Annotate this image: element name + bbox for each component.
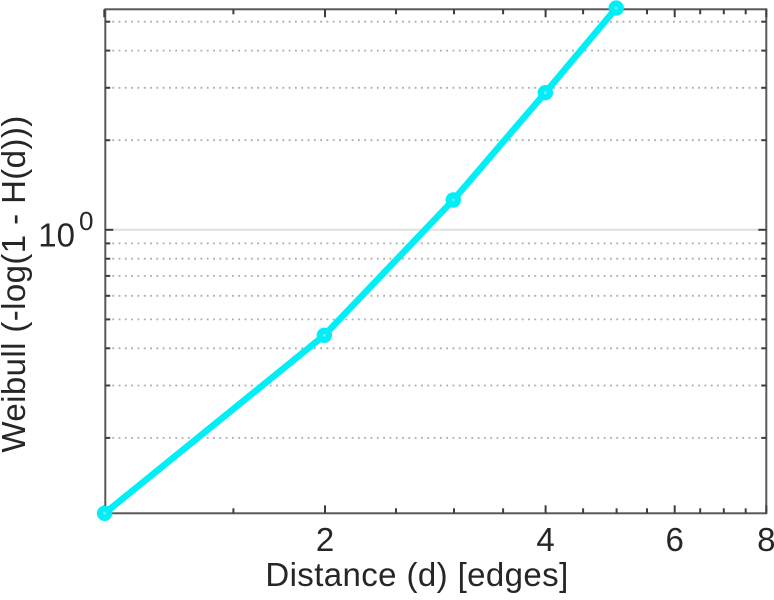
- svg-text:4: 4: [536, 521, 554, 558]
- svg-text:2: 2: [316, 521, 334, 558]
- svg-text:0: 0: [79, 206, 93, 236]
- svg-text:Distance (d) [edges]: Distance (d) [edges]: [265, 556, 568, 593]
- svg-text:Weibull (-log(1 - H(d))): Weibull (-log(1 - H(d))): [0, 115, 32, 452]
- svg-text:8: 8: [757, 521, 774, 558]
- svg-text:10: 10: [38, 217, 75, 254]
- svg-text:6: 6: [666, 521, 684, 558]
